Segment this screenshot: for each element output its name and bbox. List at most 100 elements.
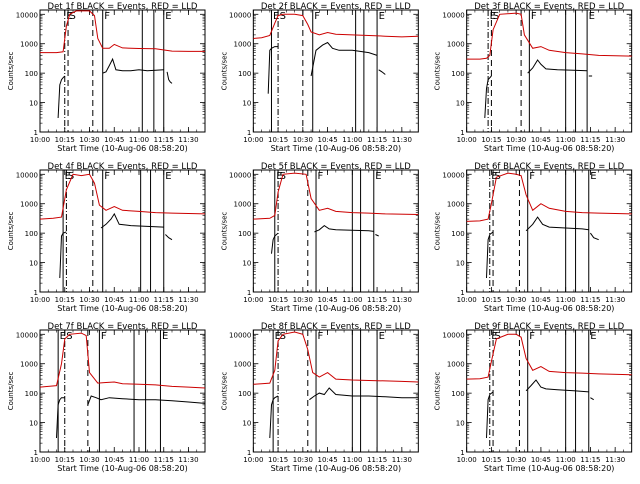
y-tick-label: 10 [29,260,38,268]
x-tick-label: 10:15 [268,136,288,144]
event-marker-label: S [495,331,501,342]
y-tick-label: 1 [460,129,464,137]
y-tick-label: 1000 [447,361,465,369]
x-tick-label: 11:00 [342,136,362,144]
events-series-line [486,231,494,279]
y-axis-label: Counts/sec [7,52,15,91]
y-tick-label: 10000 [442,171,464,179]
lld-series-line [39,173,206,220]
event-marker-label: S [68,171,74,182]
y-tick-label: 10000 [229,171,251,179]
x-tick-label: 11:15 [580,456,600,464]
events-series-line [102,57,164,74]
events-series-line [590,397,594,401]
event-marker-label: E [491,171,497,182]
x-tick-label: 10:30 [79,456,99,464]
x-tick-label: 10:15 [481,136,501,144]
x-axis-label: Start Time (10-Aug-06 08:58:20) [57,464,188,473]
event-marker-label: E [165,11,171,22]
y-axis-label: Counts/sec [7,212,15,251]
plot-frame [39,169,206,293]
x-tick-label: 11:30 [605,456,625,464]
y-tick-label: 10 [29,420,38,428]
x-tick-label: 10:00 [243,456,263,464]
chart-title: Det 1f BLACK = Events, RED = LLD [48,2,198,12]
y-tick-label: 100 [25,230,38,238]
event-marker-label: F [531,11,537,22]
plot-frame [466,169,633,293]
event-marker-label: F [318,331,324,342]
chart-title: Det 3f BLACK = Events, RED = LLD [474,2,624,12]
x-tick-label: 10:30 [293,296,313,304]
x-tick-label: 11:15 [580,136,600,144]
x-tick-label: 11:00 [342,296,362,304]
x-axis-label: Start Time (10-Aug-06 08:58:20) [57,144,188,153]
event-marker-label: S [280,331,286,342]
x-tick-label: 10:45 [531,296,551,304]
event-marker-label: S [280,11,286,22]
events-series-line [269,395,279,439]
event-marker-label: E [165,171,171,182]
x-tick-label: 10:00 [457,296,477,304]
chart-panel-2: Det 2f BLACK = Events, RED = LLD 1 10 100 10… [220,2,419,153]
x-axis-label: Start Time (10-Aug-06 08:58:20) [271,304,402,313]
x-tick-label: 11:00 [556,296,576,304]
chart-panel-6: Det 6f BLACK = Events, RED = LLD 1 10 100 10… [434,162,633,313]
y-axis-label: Counts/sec [7,372,15,411]
chart-panel-8: Det 8f BLACK = Events, RED = LLD 1 10 100 10… [220,322,419,473]
event-marker-label: E [65,171,71,182]
y-tick-label: 1000 [447,41,465,49]
y-tick-label: 1000 [447,201,465,209]
events-series-line [589,232,599,241]
x-tick-label: 10:45 [531,456,551,464]
y-axis-label: Counts/sec [220,372,228,411]
chart-title: Det 5f BLACK = Events, RED = LLD [261,162,411,172]
y-tick-label: 10000 [16,331,38,339]
plot-frame [466,329,633,453]
y-tick-label: 1 [460,449,464,457]
chart-title: Det 4f BLACK = Events, RED = LLD [48,162,198,172]
x-tick-label: 11:00 [129,136,149,144]
events-series-line [87,395,206,406]
y-tick-label: 100 [238,70,251,78]
events-series-line [314,224,374,233]
x-tick-label: 11:30 [392,296,412,304]
event-marker-label: E [375,171,381,182]
lld-series-line [253,172,419,220]
x-tick-label: 11:00 [129,456,149,464]
y-tick-label: 1 [34,129,38,137]
x-tick-label: 10:45 [104,456,124,464]
chart-title: Det 6f BLACK = Events, RED = LLD [474,162,624,172]
event-marker-label: E [490,11,496,22]
y-tick-label: 1000 [20,361,38,369]
x-axis-label: Start Time (10-Aug-06 08:58:20) [484,144,615,153]
y-tick-label: 10000 [229,331,251,339]
x-tick-label: 10:15 [55,136,75,144]
y-tick-label: 10 [242,100,251,108]
y-tick-label: 100 [25,390,38,398]
x-tick-label: 10:00 [30,296,50,304]
lld-series-line [466,333,632,380]
event-marker-label: E [590,171,596,182]
chart-title: Det 9f BLACK = Events, RED = LLD [474,322,624,332]
x-tick-label: 10:00 [243,136,263,144]
event-marker-label: F [314,11,320,22]
x-tick-label: 11:15 [580,296,600,304]
x-tick-label: 10:30 [506,136,526,144]
x-tick-label: 10:00 [30,136,50,144]
lld-series-line [466,172,632,222]
x-tick-label: 11:15 [367,456,387,464]
event-marker-label: E [273,11,279,22]
y-tick-label: 100 [451,230,464,238]
event-marker-label: E [590,331,596,342]
x-tick-label: 11:30 [178,296,198,304]
x-tick-label: 10:45 [104,136,124,144]
x-tick-label: 11:30 [178,456,198,464]
events-series-line [56,397,65,439]
y-tick-label: 10 [456,100,465,108]
y-tick-label: 1000 [20,41,38,49]
events-series-line [310,41,378,77]
x-tick-label: 10:30 [79,136,99,144]
x-axis-label: Start Time (10-Aug-06 08:58:20) [271,144,402,153]
